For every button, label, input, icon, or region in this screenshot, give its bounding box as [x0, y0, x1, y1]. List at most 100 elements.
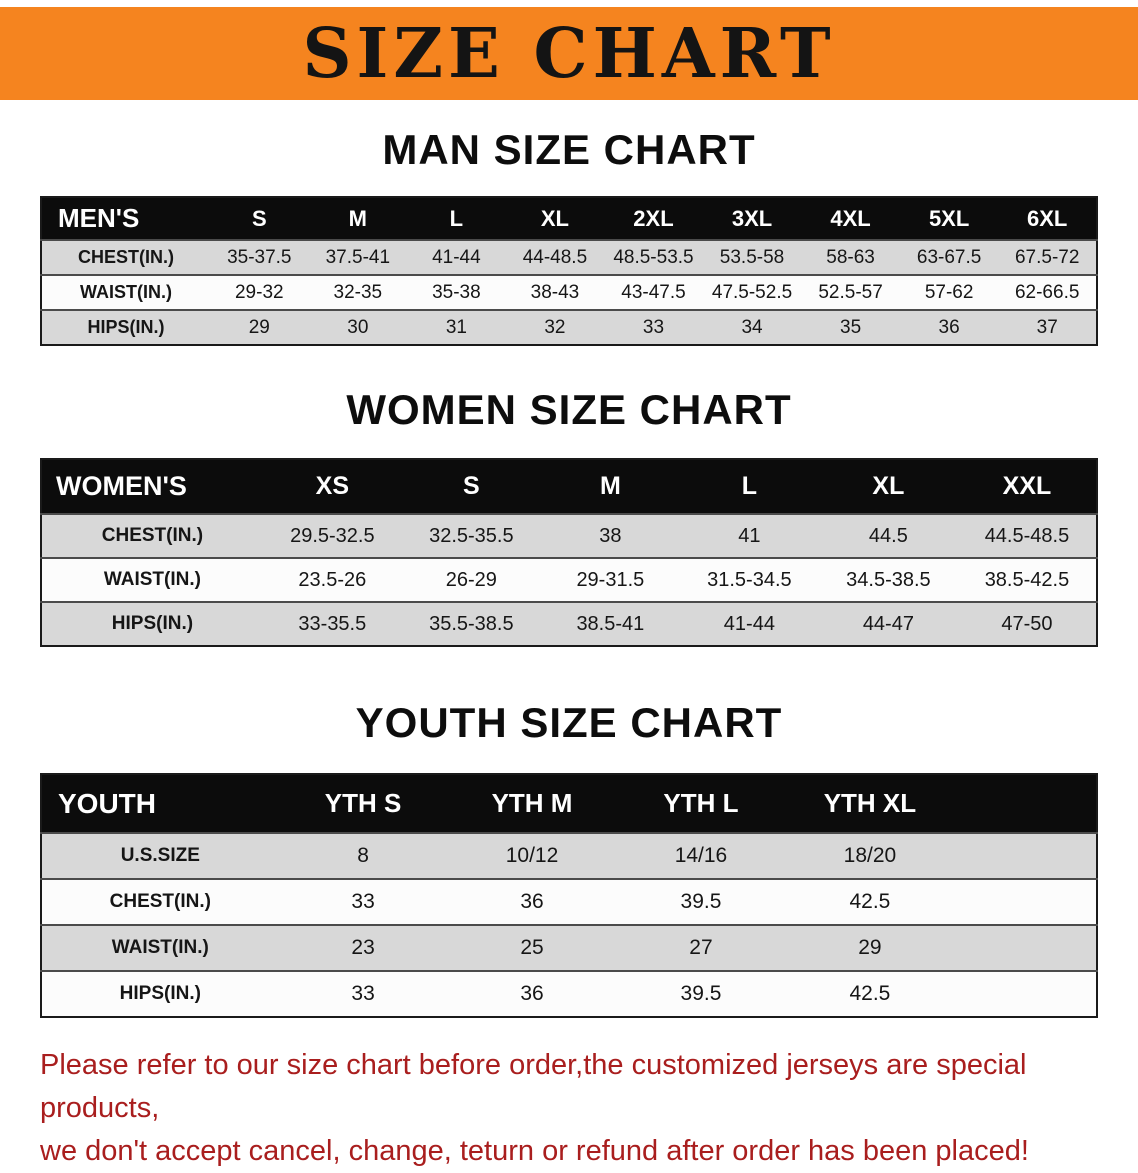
- value-cell: 29.5-32.5: [262, 513, 402, 558]
- size-header-cell: S: [401, 459, 541, 514]
- value-cell: 35: [801, 309, 900, 345]
- value-cell: 23: [278, 924, 448, 971]
- size-header-cell: XL: [505, 197, 605, 240]
- value-cell: 58-63: [801, 239, 900, 275]
- value-cell: 43-47.5: [604, 274, 703, 310]
- value-cell: 41: [679, 513, 819, 558]
- value-cell: 39.5: [616, 970, 786, 1017]
- value-cell: 33: [604, 309, 703, 345]
- value-cell: 36: [447, 878, 617, 925]
- spacer-cell: [954, 924, 1097, 971]
- footer-line-2: we don't accept cancel, change, teturn o…: [40, 1134, 1029, 1167]
- size-header-cell: M: [308, 197, 408, 240]
- value-cell: 62-66.5: [998, 274, 1097, 310]
- size-header-cell: YTH L: [616, 774, 786, 833]
- value-cell: 8: [278, 832, 448, 879]
- size-header-cell: 4XL: [801, 197, 900, 240]
- youth-waist-row: WAIST(IN.) 23 25 27 29: [41, 924, 1097, 971]
- size-header-cell: XS: [262, 459, 402, 514]
- size-header-cell: L: [407, 197, 506, 240]
- row-label-cell: CHEST(IN.): [41, 513, 263, 558]
- women-header-row: WOMEN'S XS S M L XL XXL: [41, 459, 1097, 514]
- men-header-row: MEN'S S M L XL 2XL 3XL 4XL 5XL 6XL: [41, 197, 1097, 240]
- men-section-heading: MAN SIZE CHART: [382, 126, 756, 173]
- value-cell: 44-48.5: [505, 239, 605, 275]
- row-label-cell: CHEST(IN.): [41, 239, 211, 275]
- spacer-cell: [954, 832, 1097, 879]
- women-chest-row: CHEST(IN.) 29.5-32.5 32.5-35.5 38 41 44.…: [41, 513, 1097, 558]
- banner-title: SIZE CHART: [302, 13, 836, 94]
- value-cell: 14/16: [616, 832, 786, 879]
- size-chart-banner: SIZE CHART: [0, 7, 1138, 100]
- row-label-cell: HIPS(IN.): [41, 309, 211, 345]
- men-chest-row: CHEST(IN.) 35-37.5 37.5-41 41-44 44-48.5…: [41, 239, 1097, 275]
- men-hips-row: HIPS(IN.) 29 30 31 32 33 34 35 36 37: [41, 309, 1097, 345]
- value-cell: 53.5-58: [702, 239, 802, 275]
- size-header-cell: S: [210, 197, 309, 240]
- men-waist-row: WAIST(IN.) 29-32 32-35 35-38 38-43 43-47…: [41, 274, 1097, 310]
- youth-chest-row: CHEST(IN.) 33 36 39.5 42.5: [41, 878, 1097, 925]
- value-cell: 44-47: [818, 601, 958, 646]
- women-size-table: WOMEN'S XS S M L XL XXL CHEST(IN.) 29.5-…: [40, 458, 1098, 647]
- value-cell: 37.5-41: [308, 239, 408, 275]
- value-cell: 10/12: [447, 832, 617, 879]
- value-cell: 38.5-42.5: [957, 557, 1097, 602]
- women-hips-row: HIPS(IN.) 33-35.5 35.5-38.5 38.5-41 41-4…: [41, 601, 1097, 646]
- value-cell: 38-43: [505, 274, 605, 310]
- value-cell: 32.5-35.5: [401, 513, 541, 558]
- spacer-cell: [954, 878, 1097, 925]
- value-cell: 29-31.5: [540, 557, 680, 602]
- youth-header-row: YOUTH YTH S YTH M YTH L YTH XL: [41, 774, 1097, 833]
- value-cell: 44.5-48.5: [957, 513, 1097, 558]
- value-cell: 36: [899, 309, 999, 345]
- value-cell: 32: [505, 309, 605, 345]
- value-cell: 36: [447, 970, 617, 1017]
- row-label-cell: U.S.SIZE: [41, 832, 279, 879]
- value-cell: 33: [278, 878, 448, 925]
- row-label-cell: WAIST(IN.): [41, 274, 211, 310]
- value-cell: 41-44: [407, 239, 506, 275]
- value-cell: 35.5-38.5: [401, 601, 541, 646]
- size-header-cell: 6XL: [998, 197, 1097, 240]
- value-cell: 29-32: [210, 274, 309, 310]
- value-cell: 30: [308, 309, 408, 345]
- value-cell: 33-35.5: [262, 601, 402, 646]
- men-table-title-cell: MEN'S: [41, 197, 211, 240]
- value-cell: 47.5-52.5: [702, 274, 802, 310]
- size-header-cell: 2XL: [604, 197, 703, 240]
- size-header-cell: YTH S: [278, 774, 448, 833]
- value-cell: 25: [447, 924, 617, 971]
- row-label-cell: HIPS(IN.): [41, 970, 279, 1017]
- value-cell: 32-35: [308, 274, 408, 310]
- value-cell: 35-38: [407, 274, 506, 310]
- footer-note: Please refer to our size chart before or…: [40, 1044, 1098, 1173]
- value-cell: 41-44: [679, 601, 819, 646]
- row-label-cell: WAIST(IN.): [41, 557, 263, 602]
- value-cell: 38: [540, 513, 680, 558]
- value-cell: 34.5-38.5: [818, 557, 958, 602]
- size-header-cell: YTH XL: [785, 774, 955, 833]
- row-label-cell: CHEST(IN.): [41, 878, 279, 925]
- size-header-cell: XXL: [957, 459, 1097, 514]
- size-header-cell: 3XL: [702, 197, 802, 240]
- value-cell: 38.5-41: [540, 601, 680, 646]
- youth-hips-row: HIPS(IN.) 33 36 39.5 42.5: [41, 970, 1097, 1017]
- value-cell: 63-67.5: [899, 239, 999, 275]
- men-size-table: MEN'S S M L XL 2XL 3XL 4XL 5XL 6XL CHEST…: [40, 196, 1098, 346]
- size-header-cell: XL: [818, 459, 958, 514]
- value-cell: 42.5: [785, 970, 955, 1017]
- value-cell: 31.5-34.5: [679, 557, 819, 602]
- value-cell: 67.5-72: [998, 239, 1097, 275]
- value-cell: 57-62: [899, 274, 999, 310]
- row-label-cell: HIPS(IN.): [41, 601, 263, 646]
- value-cell: 42.5: [785, 878, 955, 925]
- value-cell: 23.5-26: [262, 557, 402, 602]
- value-cell: 18/20: [785, 832, 955, 879]
- youth-ussize-row: U.S.SIZE 8 10/12 14/16 18/20: [41, 832, 1097, 879]
- size-header-cell: M: [540, 459, 680, 514]
- value-cell: 33: [278, 970, 448, 1017]
- value-cell: 26-29: [401, 557, 541, 602]
- value-cell: 39.5: [616, 878, 786, 925]
- youth-table-title-cell: YOUTH: [41, 774, 279, 833]
- row-label-cell: WAIST(IN.): [41, 924, 279, 971]
